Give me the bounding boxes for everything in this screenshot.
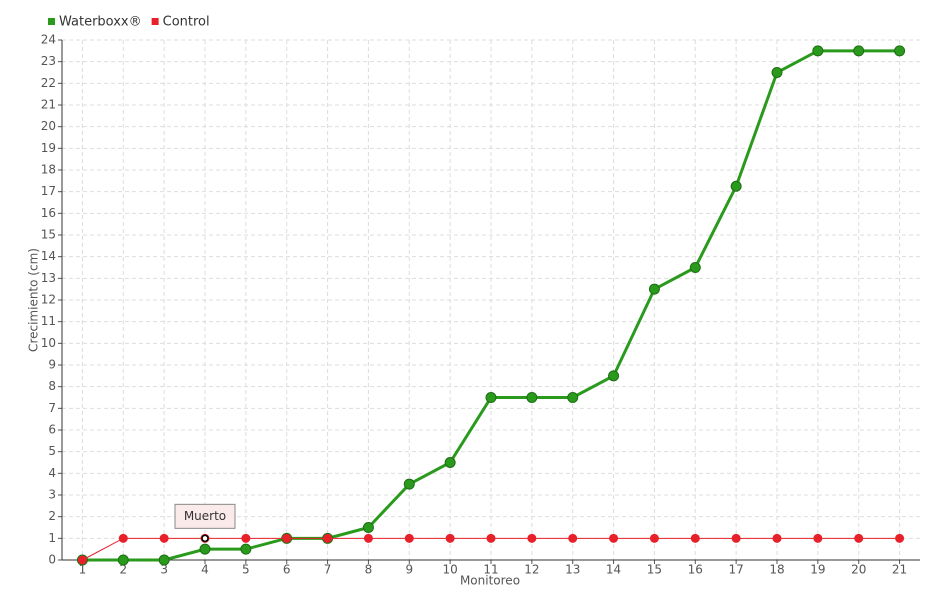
- y-tick-label: 20: [41, 119, 56, 133]
- y-tick-label: 10: [41, 336, 56, 350]
- data-point: [853, 45, 865, 57]
- y-tick-label: 7: [48, 401, 56, 415]
- annotation: Muerto: [174, 503, 236, 529]
- x-tick-label: 19: [810, 563, 825, 577]
- x-tick-label: 20: [851, 563, 866, 577]
- y-tick-label: 8: [48, 379, 56, 393]
- y-tick-label: 1: [48, 531, 56, 545]
- data-point: [894, 45, 906, 57]
- data-point: [404, 533, 414, 543]
- data-point: [813, 533, 823, 543]
- data-point: [895, 533, 905, 543]
- x-axis-label: Monitoreo: [460, 574, 520, 588]
- data-point: [730, 180, 742, 192]
- data-point: [282, 533, 292, 543]
- data-point: [362, 522, 374, 533]
- data-point: [240, 543, 252, 555]
- data-point: [159, 533, 169, 543]
- x-tick-label: 14: [606, 563, 621, 577]
- data-point: [403, 478, 415, 490]
- data-point: [77, 555, 87, 565]
- data-point: [527, 533, 537, 543]
- y-tick-label: 12: [41, 293, 56, 307]
- data-point: [567, 392, 579, 403]
- y-tick-label: 23: [41, 54, 56, 68]
- x-tick-label: 4: [201, 563, 209, 577]
- y-tick-label: 19: [41, 141, 56, 155]
- x-tick-label: 9: [405, 563, 413, 577]
- legend-label: Control: [163, 15, 210, 30]
- data-point: [690, 533, 700, 543]
- data-point: [485, 392, 497, 403]
- annotation-box: [174, 503, 236, 529]
- y-tick-label: 9: [48, 358, 56, 372]
- data-point: [158, 554, 170, 566]
- data-point: [689, 262, 701, 273]
- data-point: [609, 533, 619, 543]
- data-point: [199, 543, 211, 555]
- annotation-marker: [201, 534, 209, 543]
- legend-swatch: [48, 18, 55, 25]
- x-tick-label: 3: [160, 563, 168, 577]
- y-tick-label: 6: [48, 423, 56, 437]
- x-tick-label: 13: [565, 563, 580, 577]
- data-point: [649, 533, 659, 543]
- data-point: [568, 533, 578, 543]
- data-point: [445, 533, 455, 543]
- x-tick-label: 18: [769, 563, 784, 577]
- y-tick-label: 3: [48, 488, 56, 502]
- data-point: [608, 370, 620, 382]
- x-tick-label: 5: [242, 563, 250, 577]
- annotation-text: Muerto: [184, 509, 226, 523]
- y-tick-label: 11: [41, 314, 56, 328]
- data-point: [812, 45, 824, 57]
- data-point: [648, 283, 660, 295]
- x-tick-label: 8: [365, 563, 373, 577]
- data-point: [118, 533, 128, 543]
- y-tick-label: 15: [41, 228, 56, 242]
- y-axis-label: Crecimiento (cm): [27, 248, 41, 352]
- y-tick-label: 0: [48, 553, 56, 567]
- y-tick-label: 4: [48, 466, 56, 480]
- y-tick-label: 24: [41, 33, 56, 47]
- data-point: [731, 533, 741, 543]
- y-tick-label: 22: [41, 76, 56, 90]
- x-tick-label: 1: [79, 563, 87, 577]
- data-point: [526, 392, 538, 403]
- y-tick-label: 18: [41, 163, 56, 177]
- data-point: [117, 554, 129, 566]
- data-point: [486, 533, 496, 543]
- x-tick-label: 10: [443, 563, 458, 577]
- y-tick-label: 16: [41, 206, 56, 220]
- data-point: [854, 533, 864, 543]
- x-tick-label: 15: [647, 563, 662, 577]
- data-point: [772, 533, 782, 543]
- y-tick-label: 5: [48, 444, 56, 458]
- y-tick-label: 13: [41, 271, 56, 285]
- x-tick-label: 2: [119, 563, 127, 577]
- data-point: [241, 533, 251, 543]
- x-tick-label: 6: [283, 563, 291, 577]
- x-tick-label: 7: [324, 563, 332, 577]
- y-tick-label: 17: [41, 184, 56, 198]
- x-tick-label: 12: [524, 563, 539, 577]
- legend-label: Waterboxx®: [59, 15, 142, 30]
- y-tick-label: 21: [41, 98, 56, 112]
- y-tick-label: 2: [48, 509, 56, 523]
- x-tick-label: 11: [483, 563, 498, 577]
- data-point: [323, 533, 333, 543]
- data-point: [771, 67, 783, 78]
- legend-swatch: [151, 18, 159, 25]
- x-tick-label: 21: [892, 563, 907, 577]
- x-tick-label: 16: [688, 563, 703, 577]
- x-tick-label: 17: [729, 563, 744, 577]
- data-point: [444, 457, 456, 468]
- data-point: [363, 533, 373, 543]
- y-tick-label: 14: [41, 249, 56, 263]
